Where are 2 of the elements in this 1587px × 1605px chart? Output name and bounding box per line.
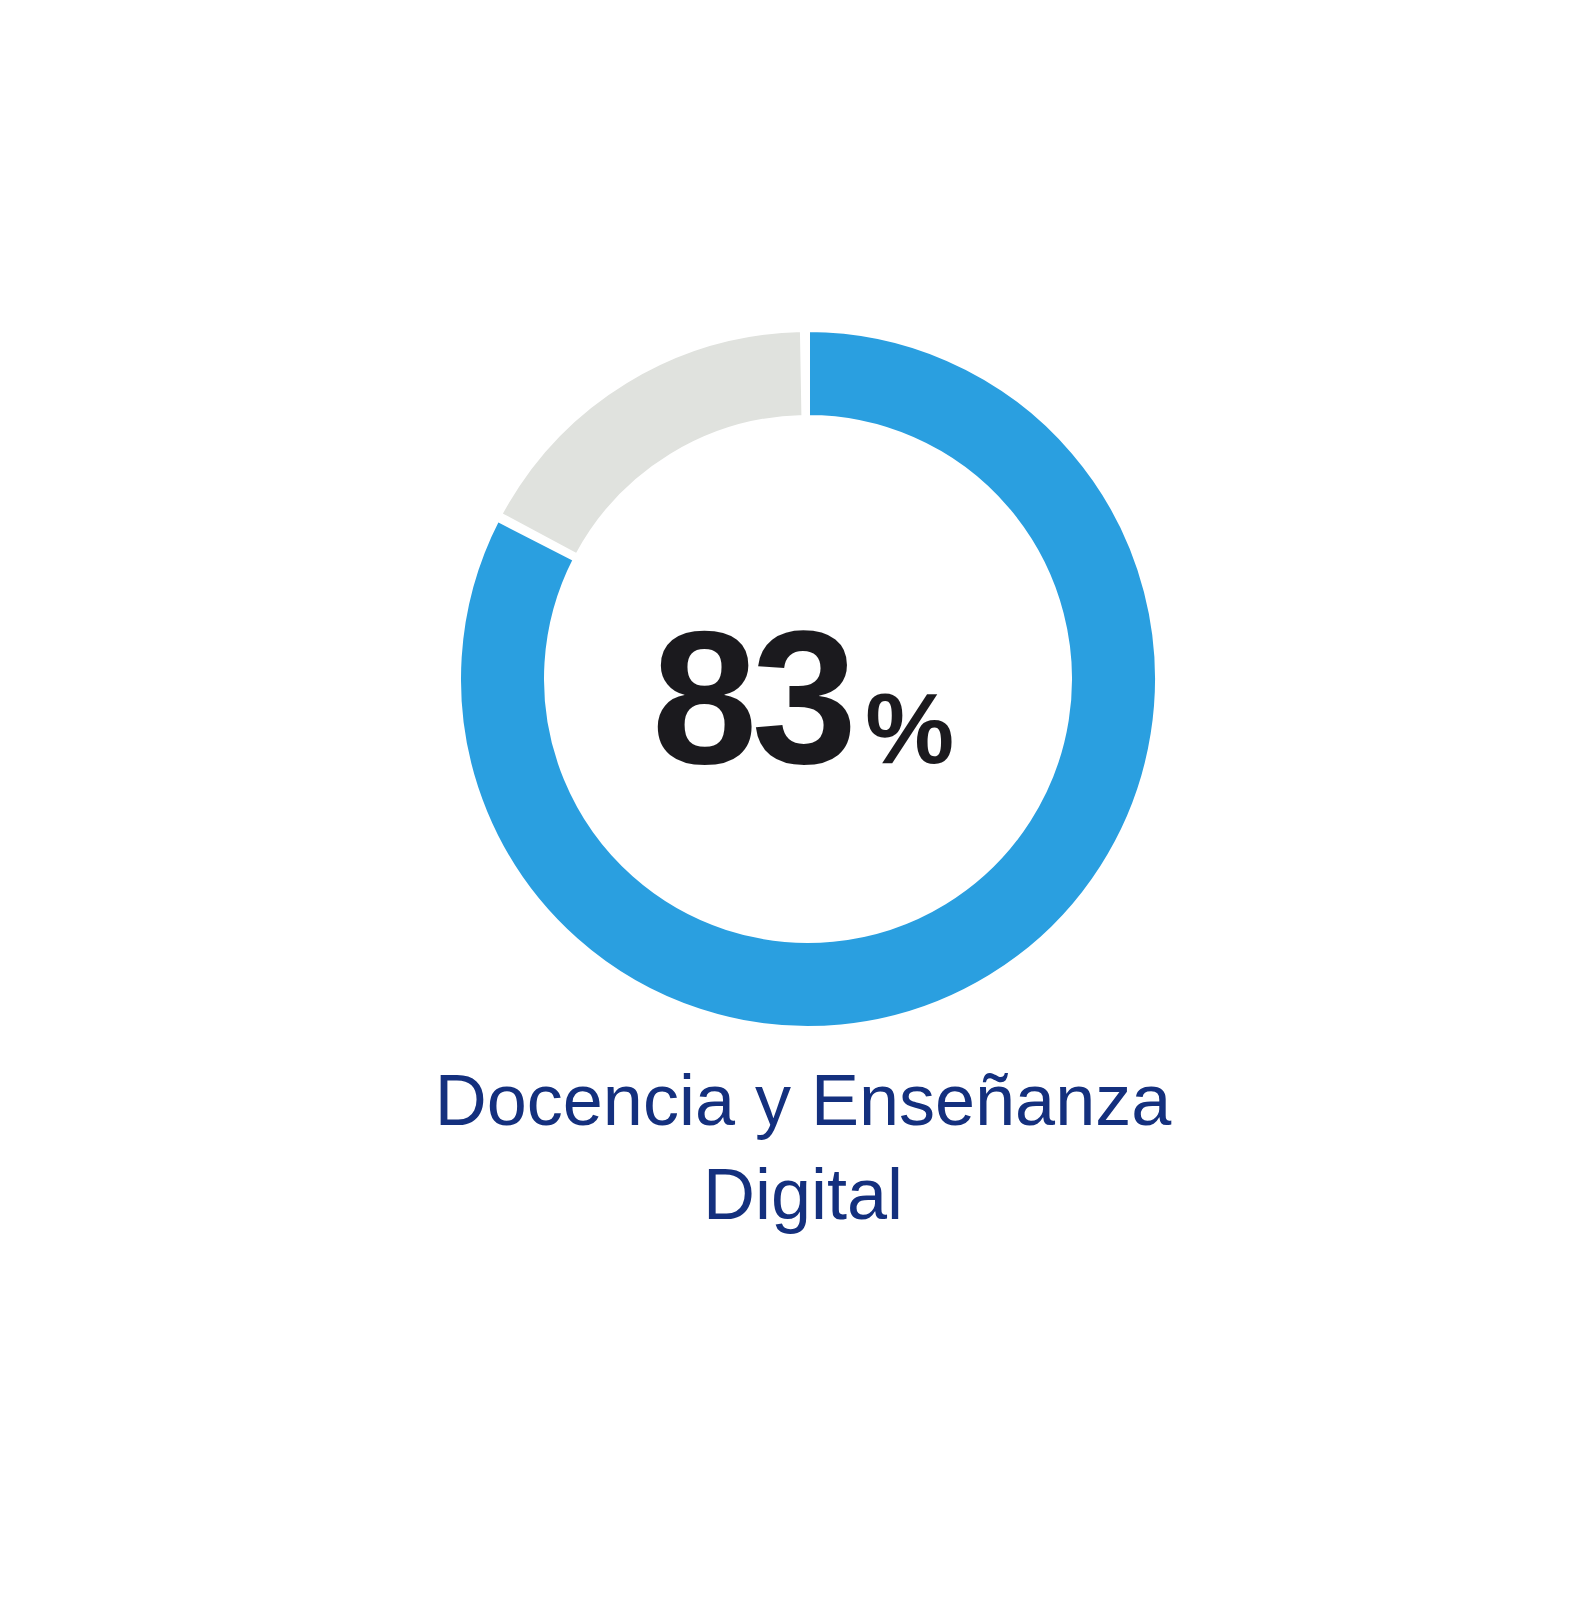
data-label: 83% [651,591,955,803]
text: Docencia y Enseñanza Digital [433,1059,1173,1236]
